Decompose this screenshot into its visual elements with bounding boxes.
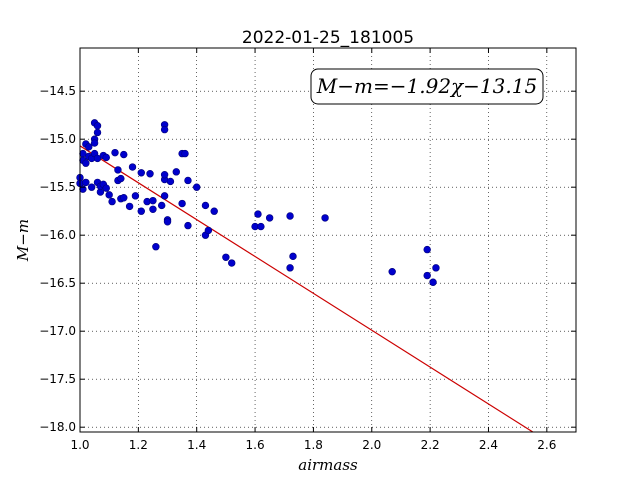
data-point [265,214,274,222]
data-point [222,253,230,261]
data-point [111,148,119,157]
data-point [432,264,440,272]
x-tick-label: 2.0 [362,438,381,452]
y-tick-label: −18.0 [39,420,76,434]
x-tick-label: 1.4 [187,438,206,452]
data-point [82,159,90,167]
data-point [160,192,169,200]
data-point [93,128,102,137]
data-point [429,278,437,286]
x-axis: 1.0 1.2 1.4 1.6 1.8 2.0 2.2 2.4 2.6 [70,48,556,452]
data-point [172,168,180,176]
data-point [146,170,154,178]
data-point [388,267,396,276]
data-point [131,192,140,200]
data-point [210,207,218,215]
data-point [105,191,113,199]
data-point [128,163,137,171]
plot-frame [79,47,577,433]
data-point [102,184,110,192]
data-point [108,197,116,206]
x-tick-label: 1.2 [129,438,148,452]
data-point [152,243,160,251]
data-point [193,183,201,191]
y-tick-label: −15.0 [39,132,76,146]
y-tick-label: −15.5 [39,180,76,194]
plot-area [76,119,534,433]
data-point [93,122,102,130]
data-point [160,125,169,134]
y-tick-label: −16.0 [39,228,76,242]
data-point [160,171,169,179]
grid [79,48,576,432]
data-point [117,174,125,183]
data-point [137,169,145,177]
data-point [257,222,265,231]
x-tick-label: 1.8 [304,438,323,452]
x-tick-label: 1.6 [246,438,265,452]
data-point [184,221,192,230]
data-point [87,183,96,191]
x-tick-label: 2.6 [537,438,556,452]
y-tick-label: −16.5 [39,276,76,290]
chart-title: 2022-01-25_181005 [242,28,414,48]
y-tick-label: −17.5 [39,372,76,386]
data-point [163,218,172,226]
y-axis: −14.5 −15.0 −15.5 −16.0 −16.5 −17.0 −17.5 −18.0 [39,84,576,434]
y-tick-label: −14.5 [39,84,76,98]
data-point [228,259,236,267]
fit-equation-box: M−m=−1.92χ−13.15 [310,68,544,105]
data-point [184,176,192,185]
y-tick-label: −17.0 [39,324,76,338]
data-point [254,210,262,218]
data-point [149,205,157,213]
data-point [423,271,431,280]
data-point [181,149,189,158]
data-point [178,199,186,208]
data-point [114,166,122,174]
data-point [90,139,99,147]
x-tick-label: 1.0 [70,438,89,452]
data-point [204,226,213,235]
data-point [157,201,166,210]
fit-line [79,145,534,433]
data-point [120,150,128,159]
data-point [85,143,93,151]
data-point [102,153,110,162]
data-point [82,178,90,187]
data-point [125,202,134,211]
y-axis-label: M−m [14,219,32,262]
data-point [321,214,329,222]
data-point [93,154,102,163]
data-point [120,194,128,202]
data-point [137,207,145,215]
data-point [423,245,431,254]
data-point [201,201,210,210]
data-point [166,177,175,186]
data-point [286,212,294,220]
fit-equation: M−m=−1.92χ−13.15 [316,74,537,98]
x-tick-label: 2.2 [421,438,440,452]
data-point [149,196,157,205]
data-point [289,252,297,261]
x-tick-label: 2.4 [479,438,498,452]
data-point [286,264,294,272]
x-axis-label: airmass [298,456,358,474]
